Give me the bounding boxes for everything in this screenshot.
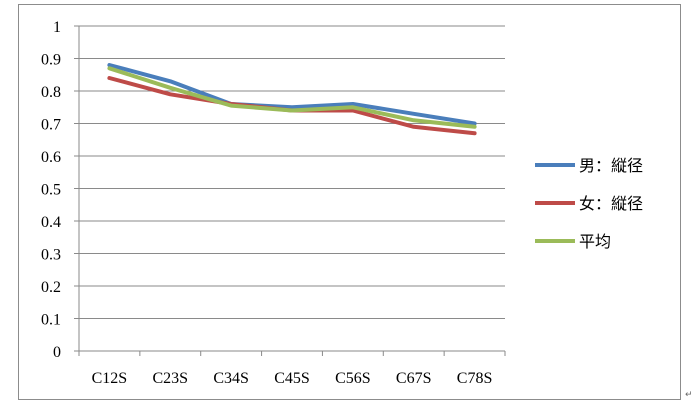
axes [74, 25, 506, 356]
x-tick-label: C12S [92, 370, 128, 387]
legend-label: 男：縦径 [579, 156, 643, 175]
gridlines [79, 25, 505, 319]
legend-label: 女：縦径 [579, 194, 643, 213]
x-tick-label: C78S [457, 370, 493, 387]
y-tick-label: 0.9 [41, 52, 61, 69]
y-tick-label: 0.5 [41, 182, 61, 199]
y-tick-label: 0.2 [41, 279, 61, 296]
y-tick-label: 0.1 [41, 312, 61, 329]
legend-label: 平均 [579, 232, 611, 251]
y-tick-label: 0.8 [41, 84, 61, 101]
x-tick-label: C67S [396, 370, 432, 387]
x-axis-tick-labels: C12S C23S C34S C45S C56S C67S C78S [92, 370, 493, 387]
x-tick-label: C23S [152, 370, 188, 387]
y-tick-label: 0.6 [41, 149, 61, 166]
y-axis-tick-labels: 0 0.1 0.2 0.3 0.4 0.5 0.6 0.7 0.8 0.9 1 [41, 19, 61, 361]
series-line [107, 63, 477, 126]
y-tick-label: 0.4 [41, 214, 61, 231]
x-tick-label: C56S [335, 370, 371, 387]
y-tick-label: 1 [53, 19, 61, 36]
series-lines [107, 63, 477, 136]
y-tick-label: 0.3 [41, 247, 61, 264]
y-tick-label: 0 [53, 344, 61, 361]
y-tick-label: 0.7 [41, 117, 61, 134]
x-tick-label: C45S [274, 370, 310, 387]
paragraph-mark: ↵ [685, 390, 693, 400]
x-tick-label: C34S [213, 370, 249, 387]
series-line [107, 66, 477, 129]
